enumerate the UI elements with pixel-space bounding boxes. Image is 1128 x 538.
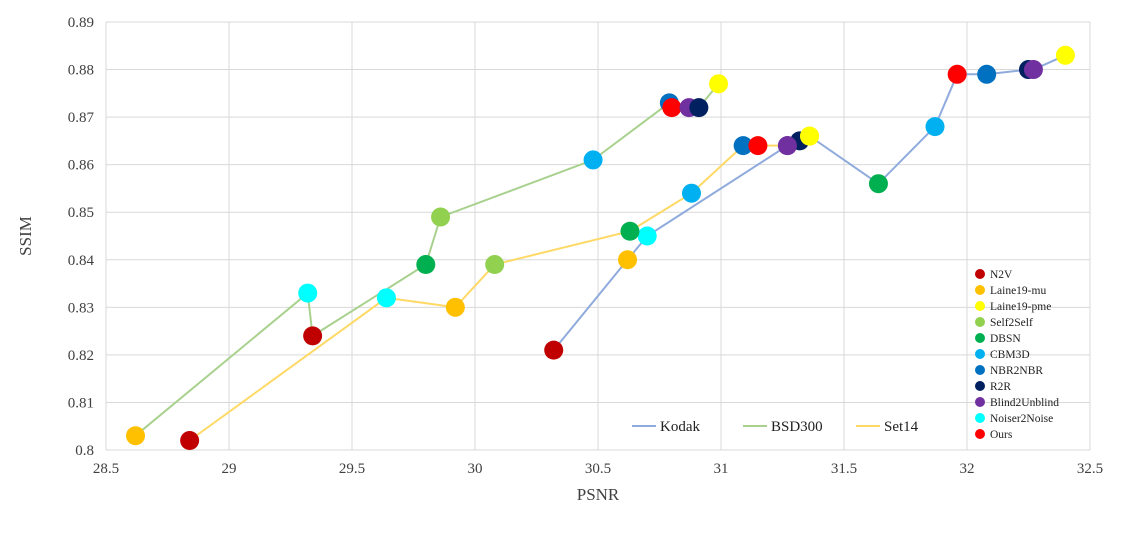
- point-kodak-laine19-mu: [618, 250, 638, 270]
- legend-marker-laine19-mu: [975, 285, 985, 295]
- x-tick-label: 31: [714, 461, 729, 477]
- legend-label-laine19-pme: Laine19-pme: [990, 301, 1051, 313]
- legend-label-set14: Set14: [884, 419, 919, 435]
- point-set14-dbsn: [620, 221, 640, 241]
- legend-marker-ours: [975, 429, 985, 439]
- legend-marker-self2self: [975, 317, 985, 327]
- point-bsd300-n2v: [303, 326, 323, 346]
- x-tick-label: 32: [960, 461, 975, 477]
- y-tick-label: 0.89: [68, 15, 94, 31]
- point-bsd300-dbsn: [416, 255, 436, 275]
- point-kodak-blind2unblind: [1023, 60, 1043, 80]
- point-kodak-n2v: [544, 340, 564, 360]
- legend-marker-cbm3d: [975, 349, 985, 359]
- y-tick-labels: 0.8 0.81 0.82 0.83 0.84 0.85 0.86 0.87 0.88 0.89: [68, 15, 95, 459]
- point-set14-blind2unblind: [777, 136, 797, 156]
- series-lines: [134, 54, 1066, 442]
- legend-label-n2v: N2V: [990, 269, 1013, 281]
- method-legend: N2V Laine19-mu Laine19-pme Self2Self DBSN CBM…: [975, 269, 1059, 441]
- point-bsd300-laine19-pme: [709, 74, 729, 94]
- x-tick-labels: 28.5 29 29.5 30 30.5 31 31.5 32 32.5: [93, 461, 1103, 477]
- point-set14-laine19-mu: [445, 297, 465, 317]
- point-set14-n2v: [180, 430, 200, 450]
- legend-marker-r2r: [975, 381, 985, 391]
- y-tick-label: 0.86: [68, 158, 95, 174]
- series-line-set14: [189, 135, 810, 442]
- y-tick-label: 0.81: [68, 395, 94, 411]
- point-kodak-ours: [947, 64, 967, 84]
- series-line-kodak: [552, 54, 1066, 351]
- legend-marker-dbsn: [975, 333, 985, 343]
- legend-marker-noiser2noise: [975, 413, 985, 423]
- legend-marker-n2v: [975, 269, 985, 279]
- series-legend: Kodak BSD300 Set14: [632, 419, 919, 435]
- legend-label-self2self: Self2Self: [990, 317, 1033, 329]
- legend-marker-nbr2nbr: [975, 365, 985, 375]
- point-set14-cbm3d: [681, 183, 701, 203]
- point-set14-self2self: [485, 255, 505, 275]
- x-tick-label: 28.5: [93, 461, 119, 477]
- legend-label-noiser2noise: Noiser2Noise: [990, 413, 1053, 425]
- point-bsd300-r2r: [689, 98, 709, 118]
- x-tick-label: 31.5: [831, 461, 857, 477]
- x-tick-label: 29.5: [339, 461, 365, 477]
- legend-label-bsd300: BSD300: [771, 419, 823, 435]
- point-set14-noiser2noise: [376, 288, 396, 308]
- point-set14-laine19-pme: [800, 126, 820, 146]
- legend-marker-laine19-pme: [975, 301, 985, 311]
- x-tick-label: 29: [222, 461, 237, 477]
- legend-marker-blind2unblind: [975, 397, 985, 407]
- x-tick-label: 30.5: [585, 461, 611, 477]
- x-axis-title: PSNR: [577, 485, 620, 504]
- legend-label-cbm3d: CBM3D: [990, 349, 1030, 361]
- legend-label-ours: Ours: [990, 429, 1013, 441]
- point-bsd300-noiser2noise: [298, 283, 318, 303]
- point-kodak-laine19-pme: [1055, 45, 1075, 65]
- point-kodak-noiser2noise: [637, 226, 657, 246]
- y-tick-label: 0.87: [68, 110, 95, 126]
- legend-label-nbr2nbr: NBR2NBR: [990, 365, 1043, 377]
- legend-label-kodak: Kodak: [660, 419, 700, 435]
- data-points: [126, 45, 1075, 450]
- point-set14-nbr2nbr: [733, 136, 753, 156]
- x-tick-label: 32.5: [1077, 461, 1103, 477]
- y-tick-label: 0.8: [75, 443, 94, 459]
- legend-label-blind2unblind: Blind2Unblind: [990, 397, 1059, 409]
- y-tick-label: 0.85: [68, 205, 94, 221]
- y-tick-label: 0.83: [68, 300, 94, 316]
- y-tick-label: 0.84: [68, 253, 95, 269]
- legend-label-dbsn: DBSN: [990, 333, 1021, 345]
- grid: [105, 21, 1091, 451]
- legend-label-r2r: R2R: [990, 381, 1011, 393]
- y-tick-label: 0.82: [68, 348, 94, 364]
- point-kodak-nbr2nbr: [977, 64, 997, 84]
- point-bsd300-laine19-mu: [126, 426, 146, 446]
- y-axis-title: SSIM: [16, 216, 35, 256]
- point-set14-ours: [748, 136, 768, 156]
- point-kodak-cbm3d: [925, 117, 945, 137]
- point-bsd300-ours: [662, 98, 682, 118]
- point-bsd300-self2self: [431, 207, 451, 227]
- y-tick-label: 0.88: [68, 63, 94, 79]
- point-kodak-dbsn: [868, 174, 888, 194]
- point-bsd300-cbm3d: [583, 150, 603, 170]
- legend-label-laine19-mu: Laine19-mu: [990, 285, 1046, 297]
- x-tick-label: 30: [468, 461, 483, 477]
